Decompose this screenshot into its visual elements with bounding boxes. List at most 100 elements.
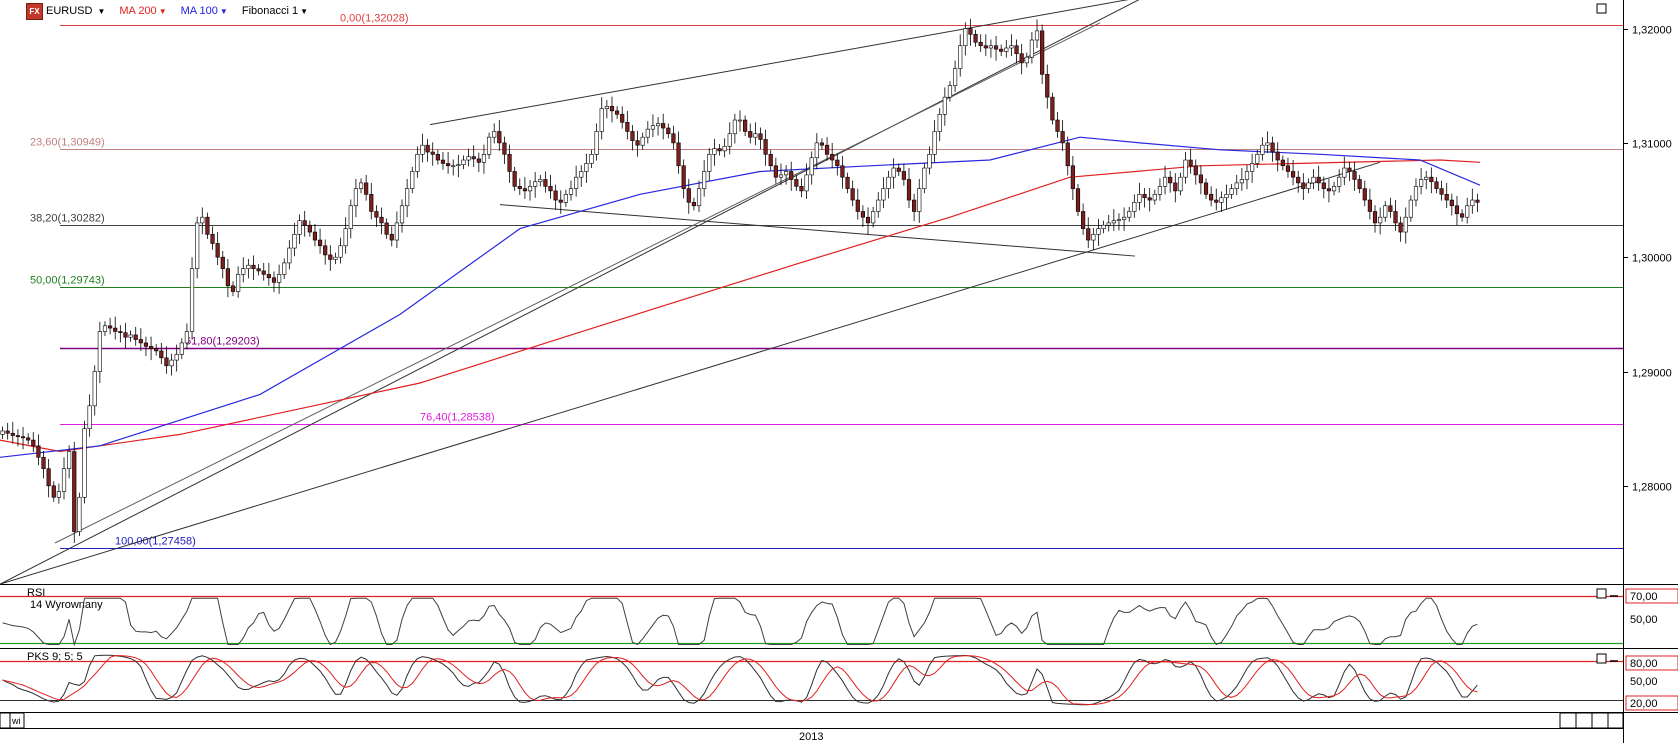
symbol-selector[interactable]: FX EURUSD ▼ [26, 2, 106, 20]
candle-body [220, 256, 225, 269]
candle-body [435, 154, 440, 161]
candle-body [615, 110, 620, 115]
price-axis: 1,32000 1,31000 1,30000 1,29000 1,28000 [1623, 25, 1672, 494]
candle-body [814, 142, 819, 159]
candle-body [205, 216, 210, 235]
candle-body [118, 331, 123, 333]
candle-body [1034, 30, 1040, 41]
candle-body [1070, 165, 1075, 189]
candle-body [1398, 222, 1403, 233]
candle-body [835, 159, 840, 167]
candle-body [1234, 182, 1239, 189]
candle-body [1403, 216, 1408, 233]
candle-body [246, 264, 251, 269]
candle-body [333, 256, 338, 260]
candle-body [430, 151, 435, 155]
candle-body [927, 154, 932, 169]
rsi-line [2, 597, 1478, 647]
candle-body [1127, 211, 1132, 218]
candle-body [56, 491, 61, 498]
candlesticks [0, 18, 1480, 543]
candle-body [707, 154, 712, 172]
candle-body [1029, 39, 1034, 58]
candle-body [41, 456, 46, 469]
candle-body [113, 327, 118, 332]
candle-body [466, 156, 471, 161]
candle-body [425, 144, 430, 153]
caret-down-icon: ▼ [300, 7, 309, 16]
candle-body [1152, 194, 1157, 201]
ma200-line [0, 159, 1481, 453]
candle-body [1290, 171, 1296, 178]
ma200-indicator-button[interactable]: MA 200 ▼ [119, 5, 166, 17]
candle-body [399, 205, 405, 224]
candle-body [1045, 74, 1050, 98]
time-axis-button-2[interactable] [1575, 712, 1593, 729]
candle-body [748, 131, 753, 138]
candle-body [553, 190, 558, 201]
fibonacci-indicator-button[interactable]: Fibonacci 1 ▼ [242, 5, 308, 17]
candle-body [538, 179, 543, 183]
candle-body [1081, 211, 1086, 229]
caret-down-icon: ▼ [97, 6, 106, 16]
candle-body [87, 405, 92, 429]
candle-body [1055, 119, 1060, 132]
candle-body [702, 171, 707, 189]
candle-body [10, 432, 15, 436]
candle-body [1121, 216, 1127, 220]
candle-body [1209, 194, 1214, 201]
ma100-indicator-button[interactable]: MA 100 ▼ [181, 5, 228, 17]
candle-body [712, 148, 717, 155]
candle-body [1372, 211, 1378, 224]
candle-body [758, 133, 763, 140]
candle-body [666, 127, 671, 135]
candle-body [1214, 199, 1219, 203]
candle-body [1004, 47, 1009, 52]
candle-body [942, 96, 947, 115]
candle-body [1014, 45, 1019, 55]
candle-body [389, 234, 394, 241]
candle-body [1362, 188, 1367, 201]
candle-body [947, 85, 953, 98]
candle-body [61, 468, 67, 492]
stoch-k-line [2, 654, 1478, 706]
candle-body [855, 199, 860, 212]
candle-body [645, 128, 650, 138]
candle-body [568, 188, 574, 195]
candle-body [1306, 182, 1311, 189]
candle-body [72, 451, 77, 532]
candle-body [51, 485, 56, 498]
candle-body [338, 245, 343, 258]
candle-body [374, 211, 379, 218]
main-panel-maximize-icon[interactable] [1596, 3, 1607, 14]
time-axis-button-1[interactable] [1559, 712, 1577, 729]
candle-body [1444, 194, 1449, 201]
candle-body [497, 131, 502, 144]
candle-body [512, 171, 517, 187]
candle-body [952, 68, 958, 87]
candle-body [1091, 234, 1096, 241]
stoch-maximize-icon[interactable] [1596, 653, 1607, 664]
candle-body [845, 176, 850, 189]
fib-level-label: 0,00(1,32028) [340, 13, 409, 25]
candle-body [860, 211, 865, 218]
candle-body [461, 159, 466, 165]
trendline [429, 0, 1129, 126]
stochastic-panel: PKS 9; 5; 5 80,00 50,00 20,00 [0, 651, 1678, 711]
time-axis-button-4[interactable] [1607, 712, 1624, 729]
candle-body [1408, 199, 1413, 218]
symbol-label: EURUSD [46, 5, 93, 17]
candle-body [1424, 176, 1429, 180]
candle-body [676, 142, 681, 167]
time-axis-button-3[interactable] [1591, 712, 1609, 729]
candle-body [1255, 154, 1260, 164]
time-axis-scroll-left[interactable] [0, 712, 11, 729]
candle-body [174, 354, 179, 361]
candle-body [451, 165, 456, 168]
rsi-maximize-icon[interactable] [1596, 588, 1607, 599]
candle-body [405, 188, 410, 207]
candle-body [584, 163, 589, 172]
candle-body [1116, 219, 1122, 221]
candle-body [1280, 159, 1285, 167]
candle-body [200, 216, 205, 224]
